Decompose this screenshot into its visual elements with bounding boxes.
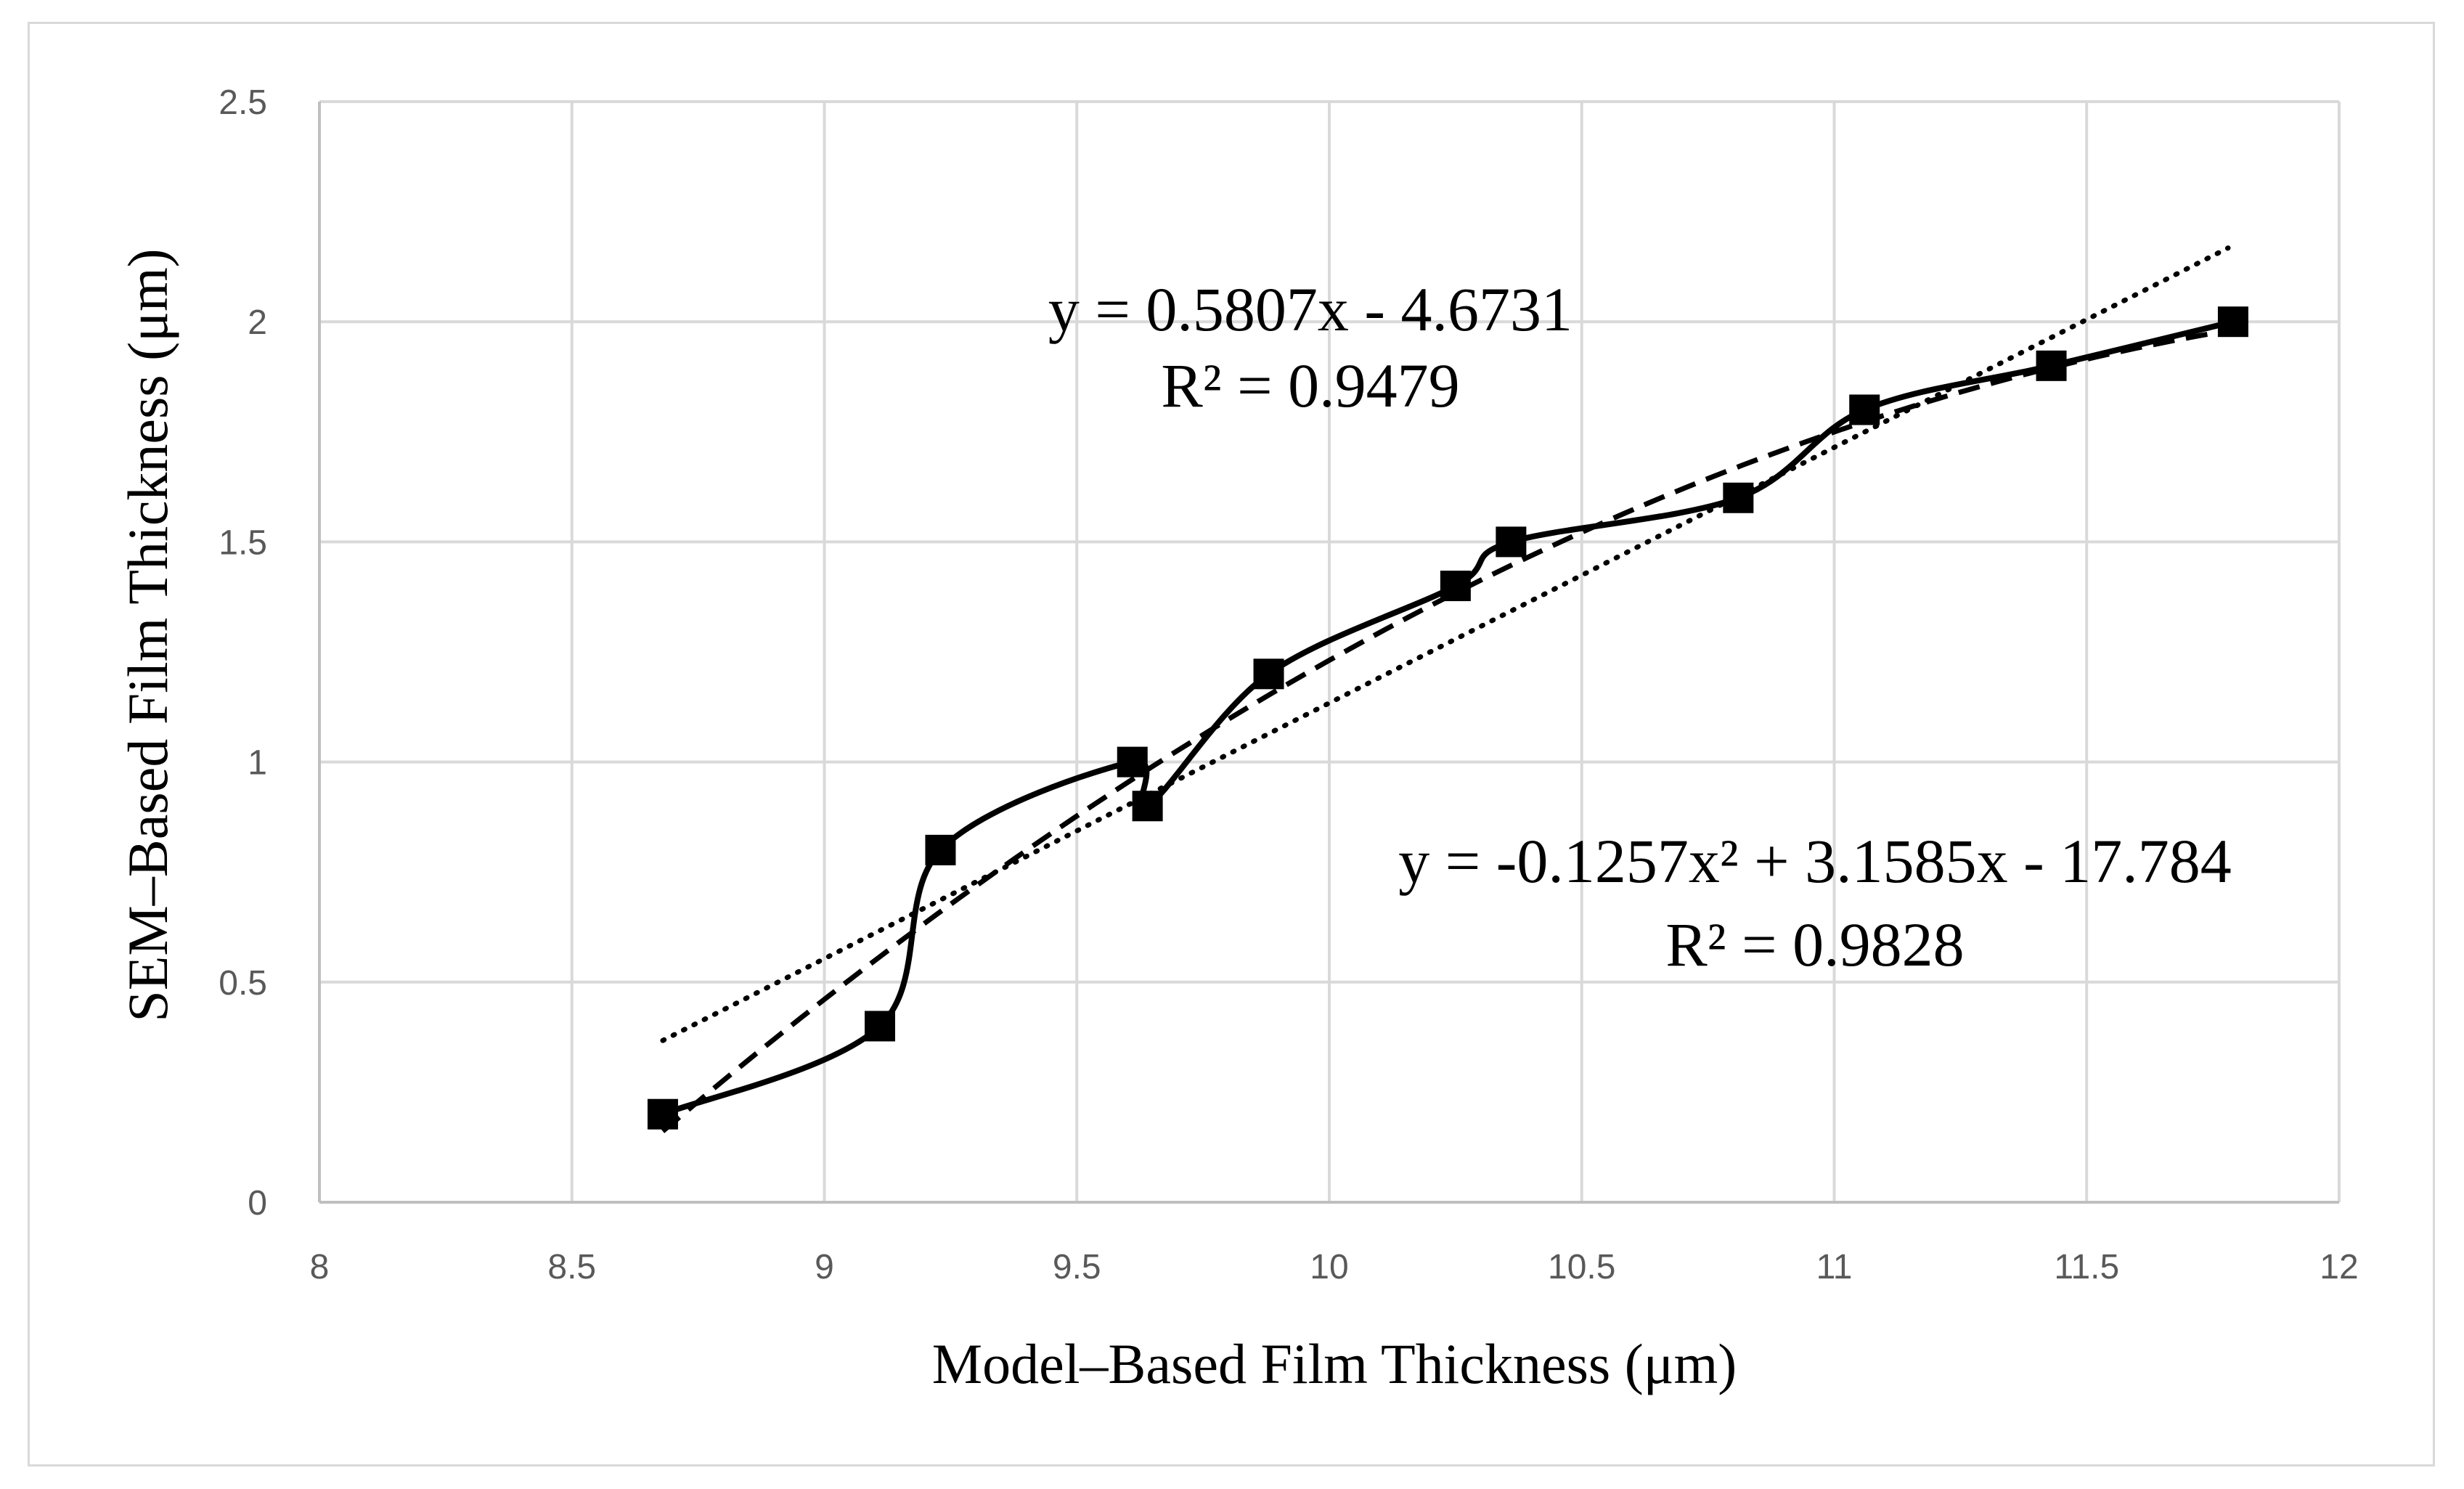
y-tick-label: 2 — [248, 303, 267, 342]
data-point-marker — [1496, 526, 1527, 558]
polynomial-equation: y = -0.1257x² + 3.1585x - 17.784 — [1398, 826, 2232, 896]
x-tick-label: 10.5 — [1548, 1248, 1615, 1286]
x-tick-label: 10 — [1310, 1248, 1348, 1286]
y-tick-label: 1 — [248, 744, 267, 783]
x-tick-label: 8 — [310, 1248, 330, 1286]
x-tick-label: 9 — [815, 1248, 834, 1286]
y-tick-label: 2.5 — [219, 83, 267, 122]
data-point-marker — [1253, 658, 1284, 690]
data-point-marker — [1132, 791, 1163, 822]
y-tick-label: 0 — [248, 1184, 267, 1223]
polynomial-trendline — [661, 327, 2234, 1133]
data-point-marker — [1723, 482, 1754, 513]
data-point-marker — [1440, 571, 1471, 602]
y-tick-label: 0.5 — [219, 964, 267, 1003]
gridlines — [319, 100, 2341, 1202]
x-tick-label: 9.5 — [1053, 1248, 1101, 1286]
data-point-marker — [647, 1098, 678, 1130]
chart-area — [28, 22, 2435, 1466]
data-point-marker — [865, 1011, 896, 1042]
x-tick-label: 8.5 — [547, 1248, 596, 1286]
axes — [318, 102, 2339, 1204]
x-tick-label: 12 — [2320, 1248, 2358, 1286]
series-line — [661, 319, 2234, 1117]
data-point-marker — [2217, 306, 2248, 338]
polynomial-r-squared: R² = 0.9828 — [1665, 910, 1964, 979]
linear-equation: y = 0.5807x - 4.6731 — [1048, 274, 1572, 344]
data-point-marker — [925, 834, 956, 865]
data-point-marker — [1117, 746, 1148, 778]
x-tick-label: 11 — [1816, 1248, 1853, 1286]
data-point-marker — [2036, 350, 2067, 381]
data-point-marker — [1849, 394, 1880, 425]
y-axis-title: SEM–Based Film Thickness (μm) — [116, 248, 179, 1021]
data-series — [647, 306, 2248, 1130]
x-axis-title: Model–Based Film Thickness (μm) — [932, 1332, 1737, 1395]
chart-text: y = 0.5807x - 4.6731 R² = 0.9479 y = -0.… — [116, 248, 2232, 1395]
x-tick-label: 11.5 — [2054, 1248, 2119, 1286]
linear-r-squared: R² = 0.9479 — [1161, 351, 1459, 420]
y-tick-label: 1.5 — [219, 523, 267, 562]
